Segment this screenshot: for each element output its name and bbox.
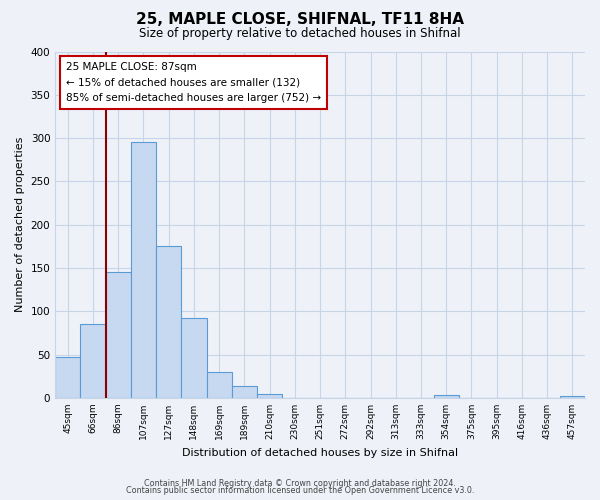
Bar: [206, 372, 232, 398]
Bar: [131, 142, 156, 398]
Bar: [181, 318, 206, 398]
Text: Size of property relative to detached houses in Shifnal: Size of property relative to detached ho…: [139, 28, 461, 40]
Bar: [156, 246, 181, 398]
Bar: [80, 324, 106, 398]
Text: 25, MAPLE CLOSE, SHIFNAL, TF11 8HA: 25, MAPLE CLOSE, SHIFNAL, TF11 8HA: [136, 12, 464, 28]
Text: Contains public sector information licensed under the Open Government Licence v3: Contains public sector information licen…: [126, 486, 474, 495]
X-axis label: Distribution of detached houses by size in Shifnal: Distribution of detached houses by size …: [182, 448, 458, 458]
Text: Contains HM Land Registry data © Crown copyright and database right 2024.: Contains HM Land Registry data © Crown c…: [144, 478, 456, 488]
Bar: [106, 272, 131, 398]
Text: 25 MAPLE CLOSE: 87sqm
← 15% of detached houses are smaller (132)
85% of semi-det: 25 MAPLE CLOSE: 87sqm ← 15% of detached …: [66, 62, 321, 103]
Bar: [232, 386, 257, 398]
Bar: [257, 394, 282, 398]
Bar: [560, 396, 585, 398]
Bar: [55, 357, 80, 398]
Bar: [434, 396, 459, 398]
Y-axis label: Number of detached properties: Number of detached properties: [15, 137, 25, 312]
